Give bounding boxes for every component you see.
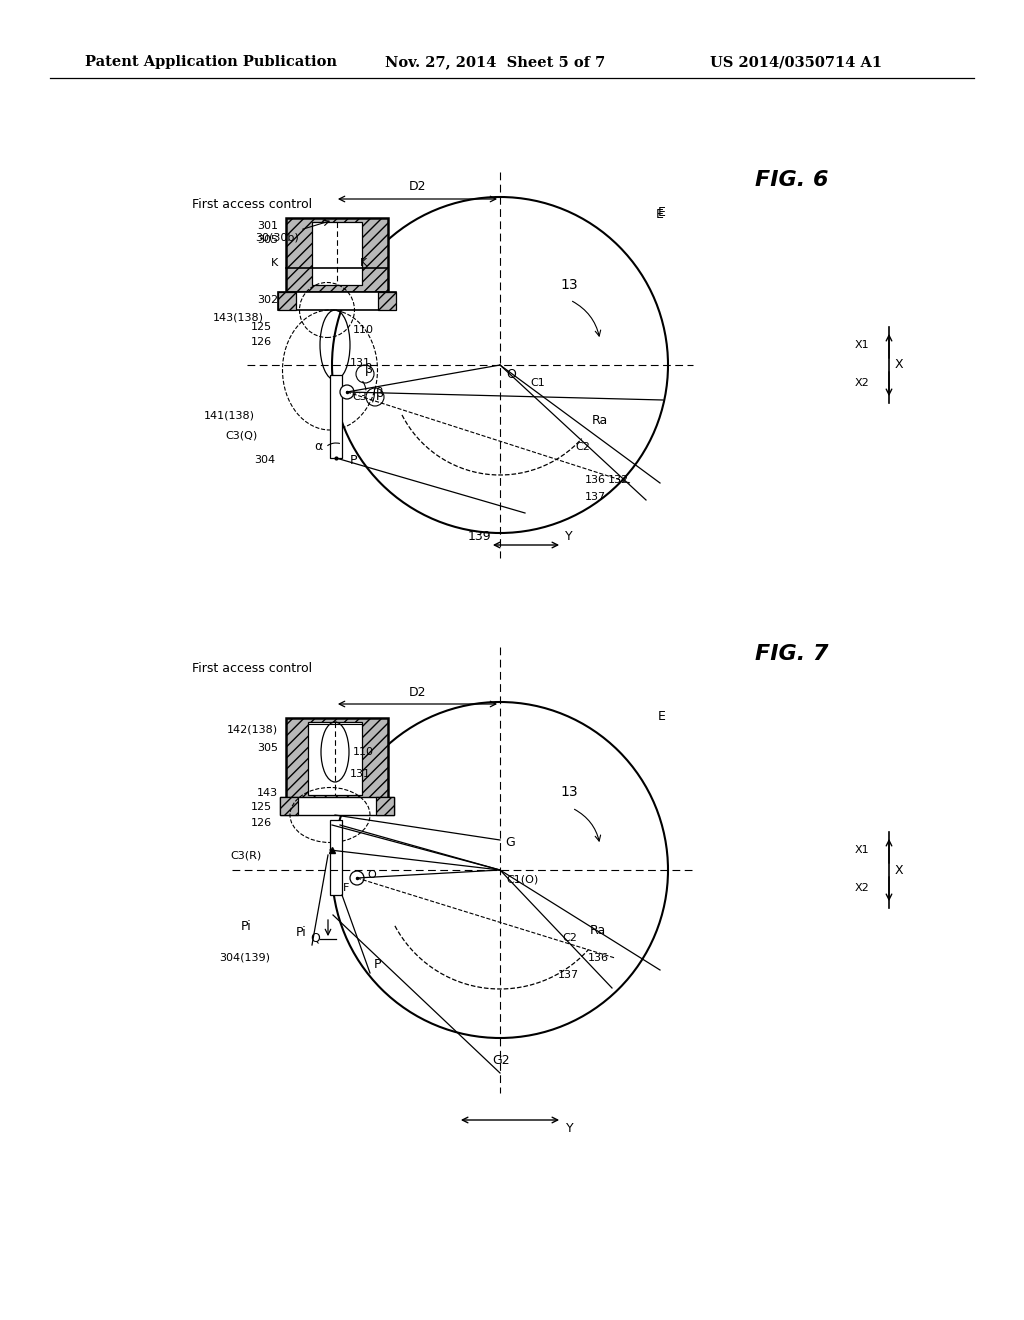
Text: β: β (376, 388, 384, 400)
Text: 131: 131 (350, 358, 371, 368)
Text: 143: 143 (257, 788, 278, 799)
Text: C2: C2 (562, 933, 577, 942)
Text: 302: 302 (257, 294, 278, 305)
Text: 304(139): 304(139) (219, 952, 270, 962)
Text: Ra: Ra (590, 924, 606, 936)
Text: Y: Y (566, 1122, 573, 1134)
Text: C1: C1 (530, 378, 545, 388)
Bar (280, 797, 298, 814)
Text: C2: C2 (575, 442, 590, 451)
Text: 137: 137 (558, 970, 580, 979)
Text: O: O (506, 367, 516, 380)
Text: X: X (895, 863, 903, 876)
Text: 131: 131 (350, 770, 371, 779)
Text: 305: 305 (257, 235, 278, 246)
Text: D2: D2 (409, 685, 426, 698)
Text: 139: 139 (468, 531, 492, 544)
Text: O: O (367, 870, 376, 880)
Bar (378, 292, 396, 310)
Text: 301: 301 (257, 220, 278, 231)
Text: FIG. 6: FIG. 6 (755, 170, 828, 190)
Text: β: β (365, 363, 373, 376)
Text: 125: 125 (251, 803, 272, 812)
Text: First access control: First access control (193, 661, 312, 675)
Text: E: E (656, 209, 664, 222)
Text: 136: 136 (588, 953, 609, 964)
Text: 143(138): 143(138) (213, 313, 264, 323)
Bar (308, 722, 362, 795)
Text: 132: 132 (608, 475, 629, 484)
Text: X2: X2 (855, 883, 869, 894)
Text: C3(R): C3(R) (230, 850, 262, 861)
Text: Pi: Pi (296, 925, 307, 939)
Bar (280, 797, 394, 814)
Text: C3: C3 (352, 392, 367, 403)
Text: 13: 13 (560, 785, 578, 799)
Text: G2: G2 (492, 1055, 510, 1068)
Bar (330, 375, 342, 458)
Text: 141(138): 141(138) (204, 411, 255, 420)
Text: X1: X1 (855, 845, 869, 855)
Text: First access control: First access control (193, 198, 312, 211)
Text: Pi: Pi (242, 920, 252, 933)
Text: D2: D2 (409, 181, 426, 194)
Text: C1(O): C1(O) (506, 874, 539, 884)
Text: Nov. 27, 2014  Sheet 5 of 7: Nov. 27, 2014 Sheet 5 of 7 (385, 55, 605, 69)
Text: X2: X2 (855, 378, 869, 388)
Circle shape (350, 871, 364, 884)
Text: 305: 305 (257, 743, 278, 752)
Bar (286, 718, 388, 799)
Text: 13: 13 (560, 279, 578, 292)
Text: K: K (270, 257, 278, 268)
Text: 137: 137 (585, 492, 606, 502)
Text: X: X (895, 359, 903, 371)
Text: G: G (505, 837, 515, 850)
Text: F: F (343, 883, 349, 894)
Text: FIG. 7: FIG. 7 (755, 644, 828, 664)
Text: 30(30b): 30(30b) (255, 232, 299, 242)
Text: 136: 136 (585, 475, 606, 484)
Text: 142(138): 142(138) (227, 725, 278, 735)
Text: E: E (658, 206, 666, 219)
Text: P: P (350, 454, 357, 466)
Bar (278, 292, 396, 310)
Circle shape (340, 385, 354, 399)
Text: 125: 125 (251, 322, 272, 333)
Text: C3(Q): C3(Q) (225, 430, 258, 440)
Text: Y: Y (565, 531, 572, 544)
Bar (286, 218, 388, 292)
Text: 110: 110 (353, 325, 374, 335)
Text: P: P (374, 958, 382, 972)
Text: 126: 126 (251, 818, 272, 828)
Text: X1: X1 (855, 341, 869, 350)
Bar (278, 292, 296, 310)
Text: Q: Q (310, 932, 319, 945)
Text: α: α (314, 440, 323, 453)
Text: Patent Application Publication: Patent Application Publication (85, 55, 337, 69)
Text: 126: 126 (251, 337, 272, 347)
Text: K: K (360, 257, 368, 268)
Text: 304: 304 (254, 455, 275, 465)
Bar (312, 222, 362, 285)
Text: Ra: Ra (592, 413, 608, 426)
Bar (330, 820, 342, 895)
Text: 110: 110 (353, 747, 374, 756)
Text: E: E (658, 710, 666, 723)
Text: US 2014/0350714 A1: US 2014/0350714 A1 (710, 55, 882, 69)
Bar (376, 797, 394, 814)
